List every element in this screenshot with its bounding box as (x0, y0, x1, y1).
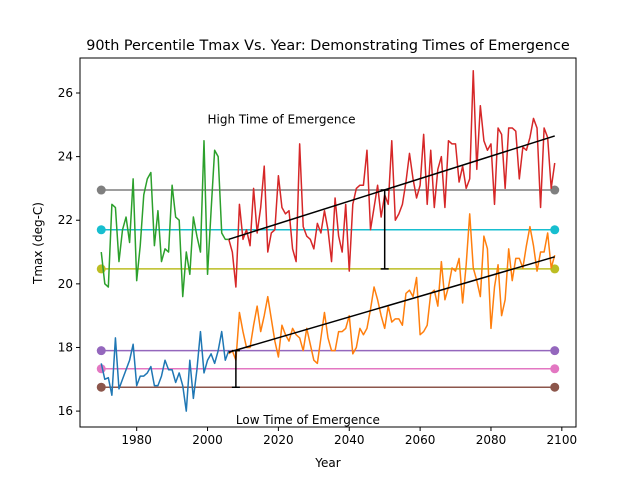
x-tick-label-2080: 2080 (476, 433, 507, 447)
threshold-end-marker-4 (550, 364, 560, 374)
chart-title: 90th Percentile Tmax Vs. Year: Demonstra… (86, 38, 570, 54)
y-axis: 16 18 20 22 24 26 (58, 86, 80, 418)
y-tick-label-16: 16 (58, 404, 73, 418)
threshold-start-marker-0 (96, 185, 106, 195)
threshold-start-marker-2 (96, 264, 106, 274)
threshold-start-marker-3 (96, 346, 106, 356)
annotation-1: Low Time of Emergence (236, 413, 380, 427)
threshold-end-marker-0 (550, 185, 560, 195)
annotation-0: High Time of Emergence (208, 112, 356, 126)
x-tick-label-1980: 1980 (121, 433, 152, 447)
x-tick-label-2040: 2040 (334, 433, 365, 447)
plot-area (96, 69, 560, 412)
threshold-start-marker-5 (96, 382, 106, 392)
x-tick-label-2060: 2060 (405, 433, 436, 447)
y-tick-label-26: 26 (58, 86, 73, 100)
x-axis: 1980 2000 2020 2040 2060 2080 2100 (121, 427, 577, 447)
axes-frame (79, 57, 577, 428)
x-tick-label-2000: 2000 (192, 433, 223, 447)
y-tick-label-20: 20 (58, 277, 73, 291)
series-line-3 (228, 69, 556, 288)
y-tick-label-18: 18 (58, 340, 73, 354)
series-line-0 (100, 330, 230, 412)
x-tick-label-2020: 2020 (263, 433, 294, 447)
trend-line-1 (228, 256, 555, 353)
y-axis-label: Tmax (deg-C) (31, 202, 45, 285)
y-tick-label-24: 24 (58, 150, 73, 164)
y-tick-label-22: 22 (58, 213, 73, 227)
threshold-end-marker-1 (550, 225, 560, 235)
threshold-start-marker-1 (96, 225, 106, 235)
trend-line-0 (228, 135, 555, 241)
threshold-end-marker-3 (550, 346, 560, 356)
threshold-end-marker-2 (550, 264, 560, 274)
x-tick-label-2100: 2100 (547, 433, 578, 447)
annotations: High Time of Emergence Low Time of Emerge… (208, 112, 380, 427)
series-line-1 (100, 139, 229, 298)
threshold-end-marker-5 (550, 382, 560, 392)
x-axis-label: Year (314, 456, 340, 470)
series-line-2 (228, 213, 556, 365)
